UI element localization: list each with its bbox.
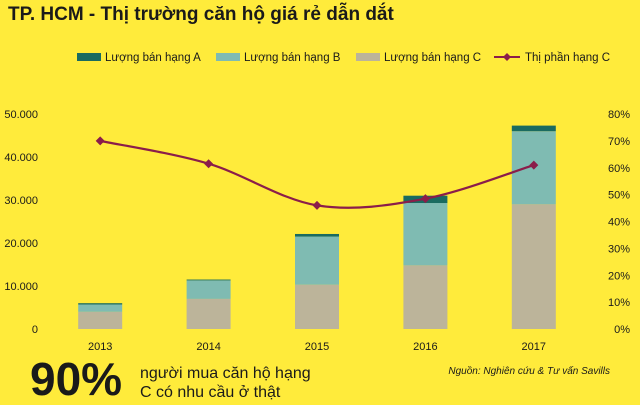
bar-grade-a-2014 xyxy=(186,279,231,281)
bar-grade-a-2017 xyxy=(511,125,556,132)
line-point-2013 xyxy=(95,136,105,146)
y-right-tick-label: 70% xyxy=(608,136,630,148)
y-left-tick-label: 50.000 xyxy=(4,109,38,121)
bar-grade-c-2017 xyxy=(511,204,556,329)
y-left-tick-label: 10.000 xyxy=(4,281,38,293)
legend-swatch-2 xyxy=(216,53,240,61)
highlight-note: người mua căn hộ hạng C có nhu cầu ở thậ… xyxy=(140,364,311,402)
line-point-2014 xyxy=(204,159,214,169)
x-tick-label-2014: 2014 xyxy=(196,341,220,353)
bar-grade-b-2016 xyxy=(403,203,448,266)
bar-grade-b-2013 xyxy=(78,304,123,312)
highlight-note-line2: C có nhu cầu ở thật xyxy=(140,384,281,401)
line-point-2017 xyxy=(529,160,539,170)
y-right-tick-label: 80% xyxy=(608,109,630,121)
bar-grade-a-2015 xyxy=(295,233,339,237)
legend-swatch-3 xyxy=(356,53,380,61)
y-right-tick-label: 30% xyxy=(608,243,630,255)
line-share-grade-c xyxy=(99,139,535,209)
y-left-tick-label: 40.000 xyxy=(4,152,38,164)
y-right-tick-label: 10% xyxy=(608,297,630,309)
legend-label-1: Lượng bán hạng A xyxy=(105,52,201,64)
legend-label-4: Thị phần hạng C xyxy=(525,52,610,64)
bar-grade-c-2013 xyxy=(78,311,123,329)
x-tick-label-2017: 2017 xyxy=(522,341,546,353)
line-point-2016 xyxy=(420,194,430,204)
y-left-tick-label: 0 xyxy=(32,324,38,336)
y-right-tick-label: 60% xyxy=(608,163,630,175)
y-left-tick-label: 30.000 xyxy=(4,195,38,207)
source-note: Nguồn: Nghiên cứu & Tư vấn Savills xyxy=(448,366,610,377)
bar-grade-b-2015 xyxy=(295,236,339,285)
highlight-note-line1: người mua căn hộ hạng xyxy=(140,365,311,382)
bar-grade-c-2015 xyxy=(295,284,339,329)
y-right-tick-label: 40% xyxy=(608,217,630,229)
x-tick-label-2015: 2015 xyxy=(305,341,329,353)
y-left-tick-label: 20.000 xyxy=(4,238,38,250)
y-right-tick-label: 20% xyxy=(608,270,630,282)
legend-label-2: Lượng bán hạng B xyxy=(244,52,341,64)
legend-swatch-1 xyxy=(77,53,101,61)
bar-grade-c-2016 xyxy=(403,265,448,329)
highlight-value: 90% xyxy=(30,353,123,405)
legend-marker-swatch xyxy=(503,53,511,61)
bar-grade-b-2014 xyxy=(186,280,231,299)
chart-title: TP. HCM - Thị trường căn hộ giá rẻ dẫn d… xyxy=(8,4,394,25)
y-right-tick-label: 50% xyxy=(608,190,630,202)
y-right-tick-label: 0% xyxy=(614,324,630,336)
line-point-2015 xyxy=(312,200,322,210)
x-tick-label-2016: 2016 xyxy=(413,341,437,353)
bar-grade-a-2013 xyxy=(78,303,123,305)
x-tick-label-2013: 2013 xyxy=(88,341,112,353)
legend-label-3: Lượng bán hạng C xyxy=(384,52,481,64)
bar-grade-c-2014 xyxy=(186,298,231,329)
